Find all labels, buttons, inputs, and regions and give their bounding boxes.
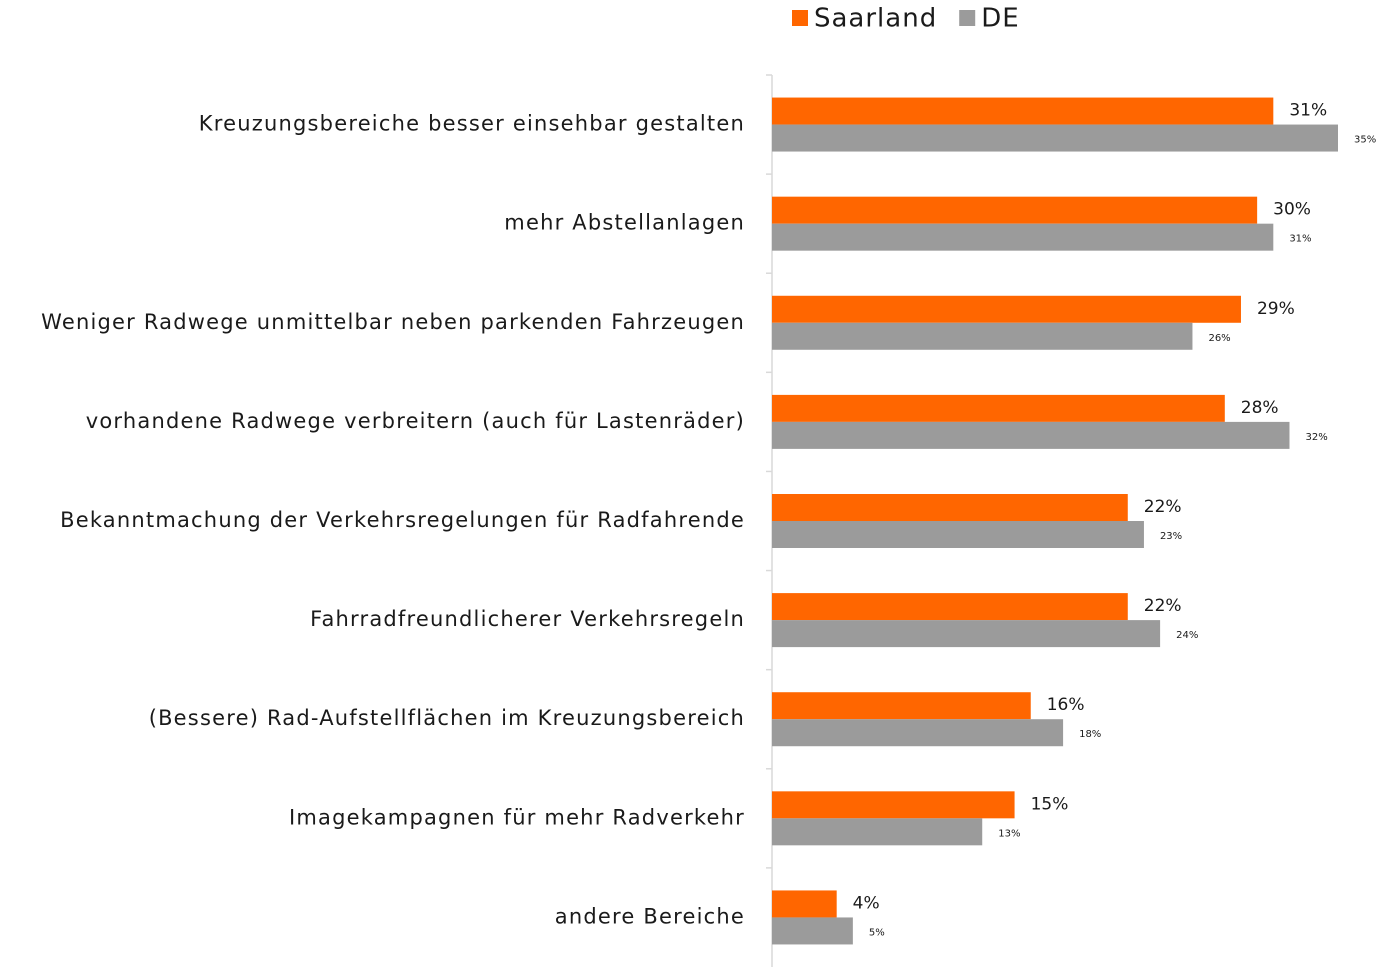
category-label: vorhandene Radwege verbreitern (auch für…	[86, 409, 745, 433]
bar	[772, 124, 1338, 152]
category-label: Kreuzungsbereiche besser einsehbar gesta…	[199, 112, 745, 136]
data-label: 32%	[1305, 432, 1327, 443]
data-label: 18%	[1079, 729, 1101, 740]
data-label: 24%	[1176, 630, 1198, 641]
category-label: andere Bereiche	[555, 904, 745, 928]
data-label: 16%	[1047, 695, 1085, 715]
data-label: 26%	[1208, 333, 1230, 344]
bar	[772, 818, 983, 846]
legend-swatch	[792, 10, 808, 26]
bar	[772, 692, 1031, 720]
data-label: 5%	[869, 927, 885, 938]
bar	[772, 295, 1241, 323]
bar	[772, 593, 1128, 621]
data-label: 4%	[853, 893, 880, 913]
bar	[772, 394, 1225, 422]
category-label: Weniger Radwege unmittelbar neben parken…	[41, 310, 745, 334]
data-label: 22%	[1144, 596, 1182, 616]
category-label: (Bessere) Rad-Aufstellflächen im Kreuzun…	[149, 706, 745, 730]
bar	[772, 917, 853, 945]
bar	[772, 719, 1064, 747]
bar	[772, 890, 837, 918]
data-label: 28%	[1241, 398, 1279, 418]
data-label: 15%	[1031, 794, 1069, 814]
bar	[772, 421, 1290, 449]
data-label: 35%	[1354, 135, 1376, 146]
category-label: Fahrradfreundlicherer Verkehrsregeln	[310, 607, 745, 631]
data-label: 31%	[1289, 234, 1311, 245]
data-label: 31%	[1289, 101, 1327, 121]
bar	[772, 521, 1144, 548]
data-label: 22%	[1144, 497, 1182, 517]
data-label: 13%	[998, 828, 1020, 839]
bar	[772, 196, 1258, 224]
legend-swatch	[959, 10, 976, 26]
bar	[772, 620, 1161, 648]
legend-label: Saarland	[814, 4, 937, 34]
category-label: Imagekampagnen für mehr Radverkehr	[289, 805, 745, 829]
bar	[772, 494, 1128, 521]
data-label: 30%	[1273, 200, 1311, 220]
data-label: 23%	[1160, 531, 1182, 542]
category-label: Bekanntmachung der Verkehrsregelungen fü…	[60, 508, 745, 532]
data-label: 29%	[1257, 299, 1295, 319]
category-label: mehr Abstellanlagen	[504, 211, 745, 235]
bar	[772, 322, 1193, 350]
bar	[772, 791, 1015, 819]
legend-label: DE	[981, 4, 1019, 34]
bar	[772, 97, 1274, 125]
bar	[772, 223, 1274, 251]
